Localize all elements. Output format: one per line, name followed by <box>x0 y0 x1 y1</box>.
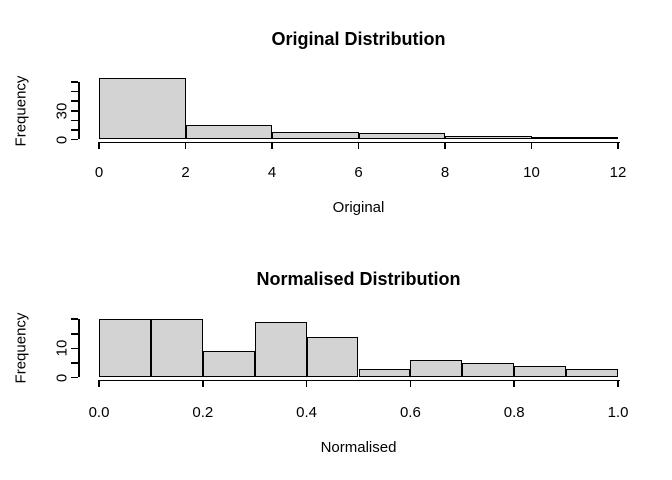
histogram-bar <box>99 78 186 140</box>
x-axis-label-normalised: Normalised <box>320 439 397 456</box>
y-axis-tick <box>71 138 78 141</box>
chart-title-normalised: Normalised Distribution <box>256 269 461 289</box>
x-tick-label: 0.6 <box>399 404 421 421</box>
x-axis-tick <box>202 379 204 387</box>
x-axis-tick <box>513 379 515 387</box>
x-tick-label: 1.0 <box>607 404 629 421</box>
y-axis-tick <box>71 119 78 122</box>
y-axis-tick <box>71 347 78 350</box>
histogram-bar <box>410 360 463 378</box>
x-axis-tick <box>409 379 412 387</box>
y-axis-label-frequency-bottom: Frequency <box>12 312 30 384</box>
x-tick-label: 8 <box>440 164 450 181</box>
histogram-bar <box>306 336 359 378</box>
y-axis-tick <box>71 90 78 93</box>
x-tick-label: 12 <box>609 164 627 181</box>
x-tick-label: 6 <box>354 164 363 181</box>
y-tick-label: 0 <box>53 135 71 144</box>
x-tick-label: 0.8 <box>503 404 525 421</box>
histogram-bar <box>566 368 618 378</box>
x-axis-tick <box>98 141 100 149</box>
histogram-bar <box>445 135 532 140</box>
y-tick-label: 0 <box>53 373 71 382</box>
chart-title-original: Original Distribution <box>271 29 446 49</box>
x-axis-line <box>99 141 620 143</box>
histogram-bar <box>99 319 151 378</box>
histogram-bar <box>272 131 359 140</box>
y-axis-line <box>78 319 80 378</box>
x-tick-label: 0.0 <box>88 404 110 421</box>
y-axis-tick <box>71 81 78 83</box>
x-axis-tick <box>530 141 533 149</box>
y-axis-line <box>78 82 80 140</box>
histogram-bar <box>202 351 255 378</box>
histogram-bar <box>358 368 411 378</box>
x-axis-tick <box>617 379 619 387</box>
x-axis-tick <box>184 141 187 149</box>
y-axis-tick <box>71 376 78 379</box>
histogram-bar <box>185 125 272 140</box>
x-tick-label: 0.2 <box>192 404 214 421</box>
y-axis-tick <box>71 110 78 112</box>
x-axis-tick <box>271 141 273 149</box>
x-tick-label: 0.4 <box>296 404 318 421</box>
y-tick-label: 10 <box>53 340 71 357</box>
x-tick-label: 10 <box>523 164 540 181</box>
x-axis-tick <box>357 141 360 149</box>
x-axis-tick <box>98 379 100 387</box>
y-tick-label: 30 <box>53 102 71 120</box>
y-axis-tick <box>71 318 78 320</box>
histogram-bar <box>254 322 307 378</box>
x-axis-tick <box>617 141 619 149</box>
histogram-bar <box>358 132 445 140</box>
y-axis-tick <box>71 129 78 131</box>
y-axis-tick <box>71 362 78 364</box>
x-axis-label-original: Original <box>332 199 385 216</box>
x-axis-tick <box>305 379 308 387</box>
histogram-bar <box>150 319 203 378</box>
histogram-bar <box>514 365 567 378</box>
y-axis-tick <box>71 333 78 335</box>
x-axis-tick <box>444 141 446 149</box>
y-axis-label-frequency-top: Frequency <box>12 75 30 147</box>
x-axis-line <box>99 379 620 381</box>
histogram-bar <box>462 362 515 378</box>
x-tick-label: 2 <box>181 164 190 181</box>
y-axis-tick <box>71 100 78 102</box>
x-tick-label: 4 <box>267 164 277 181</box>
histogram-bar <box>531 136 618 140</box>
x-tick-label: 0 <box>94 164 104 181</box>
